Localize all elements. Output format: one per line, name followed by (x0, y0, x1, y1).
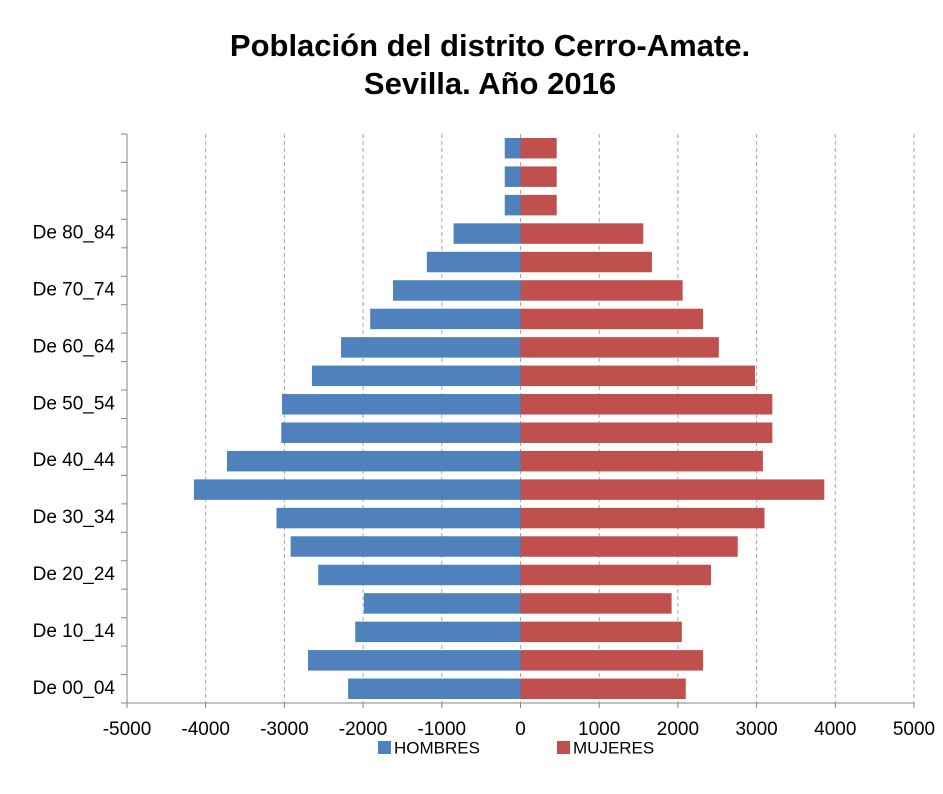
bar (520, 137, 557, 159)
x-tick-label: 4000 (814, 719, 856, 740)
bar (520, 223, 644, 244)
bar (318, 564, 521, 586)
x-tick-label: 3000 (735, 719, 777, 740)
bar (520, 593, 672, 614)
bar (311, 365, 521, 387)
bar (308, 650, 521, 671)
y-tick-label: De 60_64 (33, 336, 116, 357)
y-tick-label: De 80_84 (33, 223, 116, 244)
bar (520, 422, 773, 443)
bar (355, 621, 521, 643)
x-tick-label: -4000 (181, 719, 230, 740)
bar (520, 166, 557, 187)
bar (520, 337, 719, 358)
bar (520, 450, 763, 472)
y-tick-label: De 70_74 (33, 279, 116, 300)
legend-swatch (557, 741, 570, 754)
bar (520, 507, 765, 529)
legend-label: HOMBRES (394, 738, 480, 757)
bar (281, 422, 521, 443)
bar (504, 194, 521, 216)
x-tick-label: -1000 (417, 719, 466, 740)
bar (520, 365, 756, 387)
bar (363, 593, 521, 614)
x-tick-label: 0 (515, 719, 526, 740)
bar (426, 251, 521, 273)
x-tick-label: -3000 (260, 719, 309, 740)
bar (520, 536, 738, 557)
bar (520, 621, 682, 643)
bar (504, 166, 521, 187)
y-tick-label: De 00_04 (33, 678, 116, 699)
bar (520, 194, 557, 216)
bar (341, 337, 521, 358)
y-tick-label: De 30_34 (33, 507, 116, 528)
bar (453, 223, 521, 244)
x-tick-label: -5000 (103, 719, 152, 740)
bar (504, 137, 521, 159)
bar (520, 650, 704, 671)
x-tick-label: 5000 (893, 719, 935, 740)
bar (520, 678, 686, 700)
bar (520, 251, 652, 273)
legend-label: MUJERES (573, 738, 654, 757)
y-tick-label: De 50_54 (33, 393, 116, 414)
legend-swatch (378, 741, 391, 754)
bar (520, 564, 711, 586)
bar (520, 308, 704, 330)
bar (226, 450, 521, 472)
x-tick-label: 2000 (657, 719, 699, 740)
bar (393, 280, 521, 301)
bar (193, 479, 521, 500)
y-tick-label: De 40_44 (33, 450, 116, 471)
bar (520, 280, 683, 301)
bar (520, 479, 825, 500)
chart-title: Población del distrito Cerro-Amate. (230, 28, 750, 63)
chart-title: Sevilla. Año 2016 (364, 66, 616, 101)
bar (370, 308, 521, 330)
bar (282, 394, 521, 415)
y-tick-label: De 10_14 (33, 621, 116, 642)
x-tick-label: 1000 (578, 719, 620, 740)
bar (290, 536, 521, 557)
y-tick-label: De 20_24 (33, 564, 116, 585)
bar (348, 678, 521, 700)
bar (276, 507, 521, 529)
x-tick-label: -2000 (339, 719, 388, 740)
bar (520, 394, 773, 415)
